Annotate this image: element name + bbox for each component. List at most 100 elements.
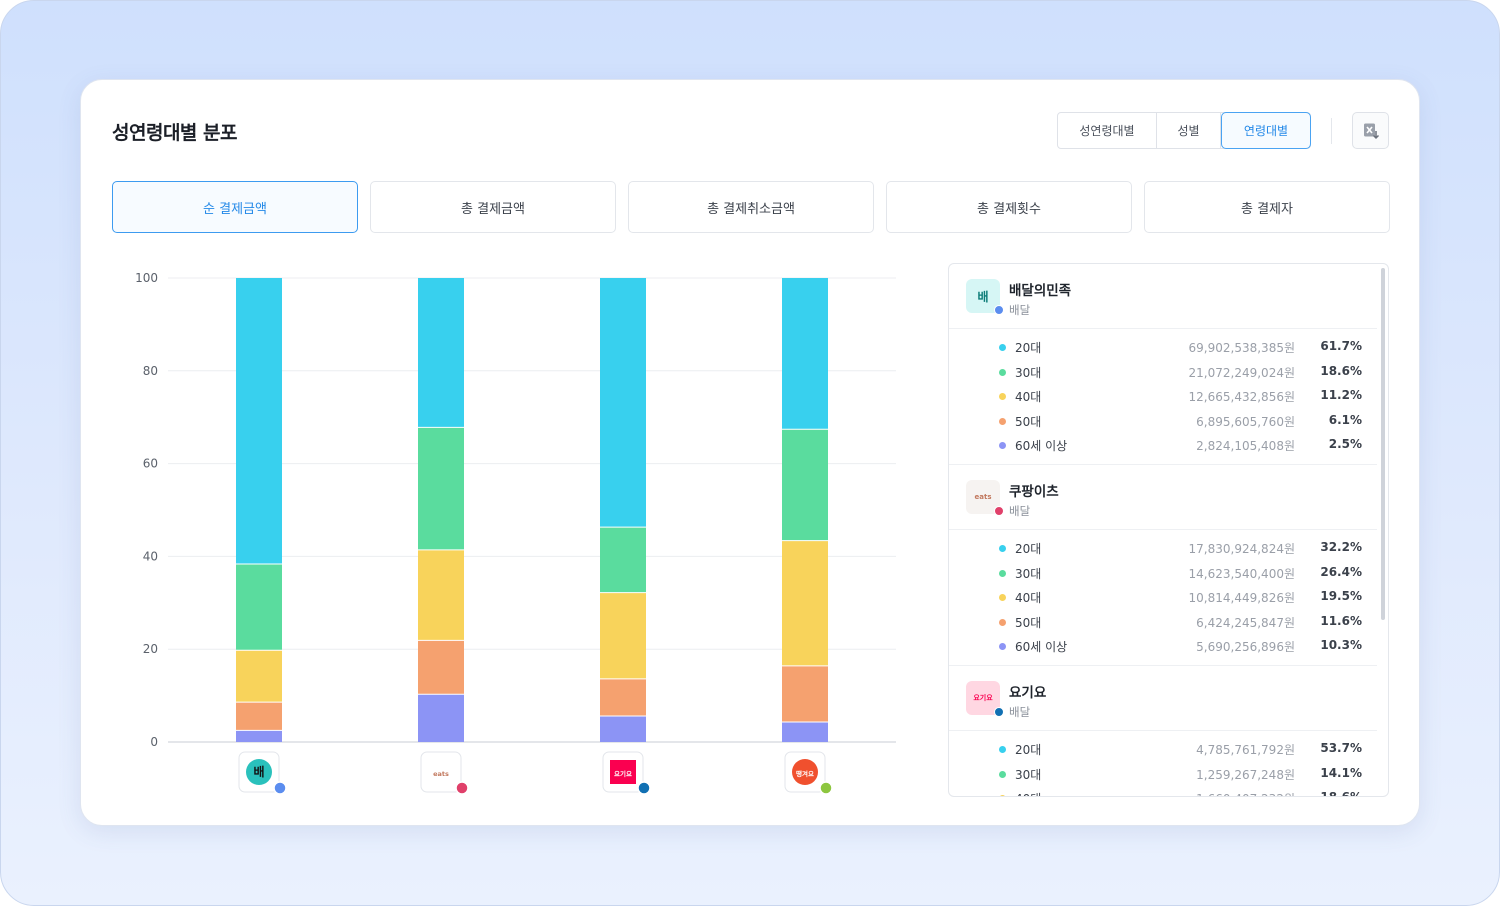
baemin-logo-icon — [246, 759, 272, 785]
toolbar-divider — [1331, 118, 1332, 144]
amount-value: 4,785,761,792원 — [1196, 742, 1295, 757]
app-category-dot — [994, 706, 1004, 717]
app-logo-text: 요기요 — [973, 693, 993, 702]
amount-value: 10,814,449,826원 — [1188, 591, 1295, 606]
bar-segment[interactable] — [236, 278, 282, 565]
toggle-gender-age[interactable]: 성연령대별 — [1058, 113, 1157, 148]
legend-row[interactable]: 20대 69,902,538,385원 61.7% — [949, 335, 1377, 360]
bar-segment[interactable] — [600, 678, 646, 717]
legend-scrollbar[interactable] — [1381, 268, 1385, 620]
legend-rows: 20대 17,830,924,824원 32.2% 30대 14,623,540,400… — [949, 530, 1377, 666]
legend-row[interactable]: 40대 12,665,432,856원 11.2% — [949, 384, 1377, 409]
legend-row[interactable]: 20대 4,785,761,792원 53.7% — [949, 737, 1377, 762]
app-name: 배달의민족 — [1009, 283, 1072, 299]
app-logo-text: 땡겨요 — [796, 769, 814, 778]
bar-segment[interactable] — [418, 427, 464, 550]
age-label: 40대 — [1015, 790, 1041, 796]
bar-segment[interactable] — [418, 549, 464, 641]
toggle-age[interactable]: 연령대별 — [1221, 112, 1311, 149]
age-color-dot — [999, 569, 1006, 577]
bar-segment[interactable] — [236, 650, 282, 703]
age-label: 40대 — [1015, 390, 1042, 405]
age-color-dot — [999, 618, 1006, 626]
age-label: 50대 — [1015, 615, 1042, 630]
app-category: 배달 — [1009, 503, 1031, 518]
bar-segment[interactable] — [600, 527, 646, 593]
amount-value: 14,623,540,400원 — [1188, 566, 1295, 581]
age-label: 30대 — [1015, 365, 1042, 380]
amount-value: 12,665,432,856원 — [1188, 390, 1295, 405]
legend-row[interactable]: 50대 6,895,605,760원 6.1% — [949, 409, 1377, 434]
excel-download-icon — [1363, 123, 1379, 139]
bar-segment[interactable] — [782, 540, 828, 666]
age-label: 50대 — [1015, 414, 1042, 429]
percent-value: 61.7% — [1320, 339, 1362, 353]
bar-segment[interactable] — [236, 730, 282, 742]
app-category: 배달 — [1009, 704, 1031, 719]
app-category: 배달 — [1009, 303, 1031, 317]
percent-value: 18.6% — [1320, 790, 1362, 796]
bar-segment[interactable] — [782, 429, 828, 541]
age-color-dot — [999, 368, 1006, 376]
legend-row[interactable]: 20대 17,830,924,824원 32.2% — [949, 536, 1377, 561]
bar-segment[interactable] — [236, 702, 282, 731]
percent-value: 11.6% — [1320, 613, 1362, 628]
bar-segment[interactable] — [782, 665, 828, 723]
tab-total-count[interactable]: 총 결제횟수 — [886, 181, 1132, 233]
tab-net-payment[interactable]: 순 결제금액 — [112, 181, 358, 233]
app-category-dot — [994, 505, 1004, 516]
legend-row[interactable]: 30대 21,072,249,024원 18.6% — [949, 360, 1377, 385]
y-tick-label: 0 — [150, 735, 158, 749]
amount-value: 17,830,924,824원 — [1188, 541, 1295, 556]
amount-value: 69,902,538,385원 — [1188, 341, 1295, 355]
tab-total-cancel[interactable]: 총 결제취소금액 — [628, 181, 874, 233]
age-label: 30대 — [1015, 767, 1042, 782]
legend-row[interactable]: 40대 10,814,449,826원 19.5% — [949, 585, 1377, 610]
legend-rows: 20대 69,902,538,385원 61.7% 30대 21,072,249,024… — [949, 329, 1377, 465]
legend-row[interactable]: 30대 14,623,540,400원 26.4% — [949, 561, 1377, 586]
legend-rows: 20대 4,785,761,792원 53.7% 30대 1,259,267,248원 1… — [949, 731, 1377, 796]
app-logo-text: 배 — [977, 289, 989, 304]
legend-row[interactable]: 30대 1,259,267,248원 14.1% — [949, 762, 1377, 787]
bar-segment[interactable] — [418, 278, 464, 428]
age-color-dot — [999, 770, 1006, 778]
age-label: 30대 — [1015, 566, 1042, 581]
legend-row[interactable]: 40대 1,660,407,232원 18.6% — [949, 786, 1377, 796]
bar-segment[interactable] — [600, 278, 646, 528]
amount-value: 5,690,256,896원 — [1196, 640, 1295, 655]
toggle-gender[interactable]: 성별 — [1157, 113, 1221, 148]
bar-segment[interactable] — [418, 640, 464, 695]
y-tick-label: 40 — [143, 549, 158, 563]
app-category-dot — [455, 781, 469, 795]
bar-segment[interactable] — [236, 564, 282, 651]
legend-row[interactable]: 50대 6,424,245,847원 11.6% — [949, 610, 1377, 635]
amount-value: 1,660,407,232원 — [1196, 790, 1295, 796]
bar-segment[interactable] — [418, 694, 464, 742]
legend-row[interactable]: 60세 이상 5,690,256,896원 10.3% — [949, 634, 1377, 659]
percent-value: 19.5% — [1320, 589, 1362, 604]
tab-total-payers[interactable]: 총 결제자 — [1144, 181, 1390, 233]
legend-group-header[interactable]: 요기요 요기요 배달 — [949, 666, 1377, 731]
percent-value: 14.1% — [1320, 765, 1362, 780]
bar-segment[interactable] — [600, 592, 646, 679]
bar-segment[interactable] — [782, 278, 828, 430]
age-color-dot — [999, 393, 1006, 401]
amount-value: 2,824,105,408원 — [1196, 439, 1295, 454]
percent-value: 18.6% — [1320, 363, 1362, 378]
y-tick-label: 60 — [143, 457, 158, 471]
bar-segment[interactable] — [600, 716, 646, 742]
age-color-dot — [999, 643, 1006, 651]
bar-segment[interactable] — [782, 722, 828, 742]
legend-group-header[interactable]: eats 쿠팡이츠 배달 — [949, 465, 1377, 530]
legend-row[interactable]: 60세 이상 2,824,105,408원 2.5% — [949, 433, 1377, 458]
amount-value: 6,424,245,847원 — [1196, 615, 1295, 630]
excel-download-button[interactable] — [1352, 112, 1389, 149]
age-label: 20대 — [1015, 742, 1042, 757]
percent-value: 26.4% — [1320, 564, 1362, 579]
percent-value: 11.2% — [1320, 388, 1362, 403]
card-title: 성연령대별 분포 — [112, 122, 237, 144]
age-label: 60세 이상 — [1015, 439, 1068, 454]
tab-total-payment[interactable]: 총 결제금액 — [370, 181, 616, 233]
